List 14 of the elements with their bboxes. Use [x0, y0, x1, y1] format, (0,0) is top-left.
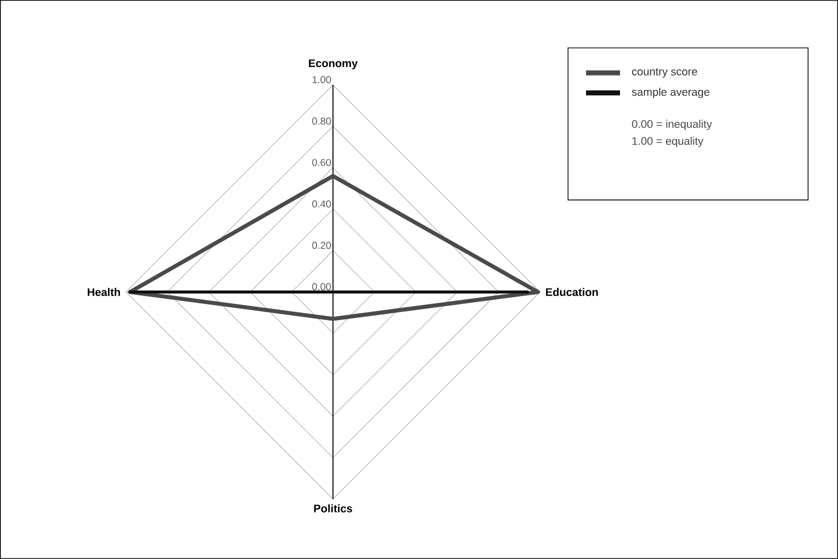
y-tick-label: 0.60: [312, 158, 331, 166]
y-tick-label: 1.00: [312, 76, 331, 84]
text: 0.00 = inequality: [632, 120, 712, 130]
y-tick-label: 0.20: [312, 242, 331, 249]
y-tick-label: 0.40: [312, 200, 331, 208]
spoke-label: Health: [88, 288, 120, 296]
spoke-label: Economy: [308, 59, 358, 70]
legend-label: country score: [632, 68, 698, 78]
spoke-label: Politics: [314, 504, 352, 512]
y-tick-label: 0.80: [312, 118, 331, 125]
text: 1.00 = equality: [632, 136, 704, 148]
spoke-label: Education: [546, 288, 598, 296]
legend-label: sample average: [632, 88, 710, 98]
y-tick-label: 0.00: [312, 283, 331, 290]
